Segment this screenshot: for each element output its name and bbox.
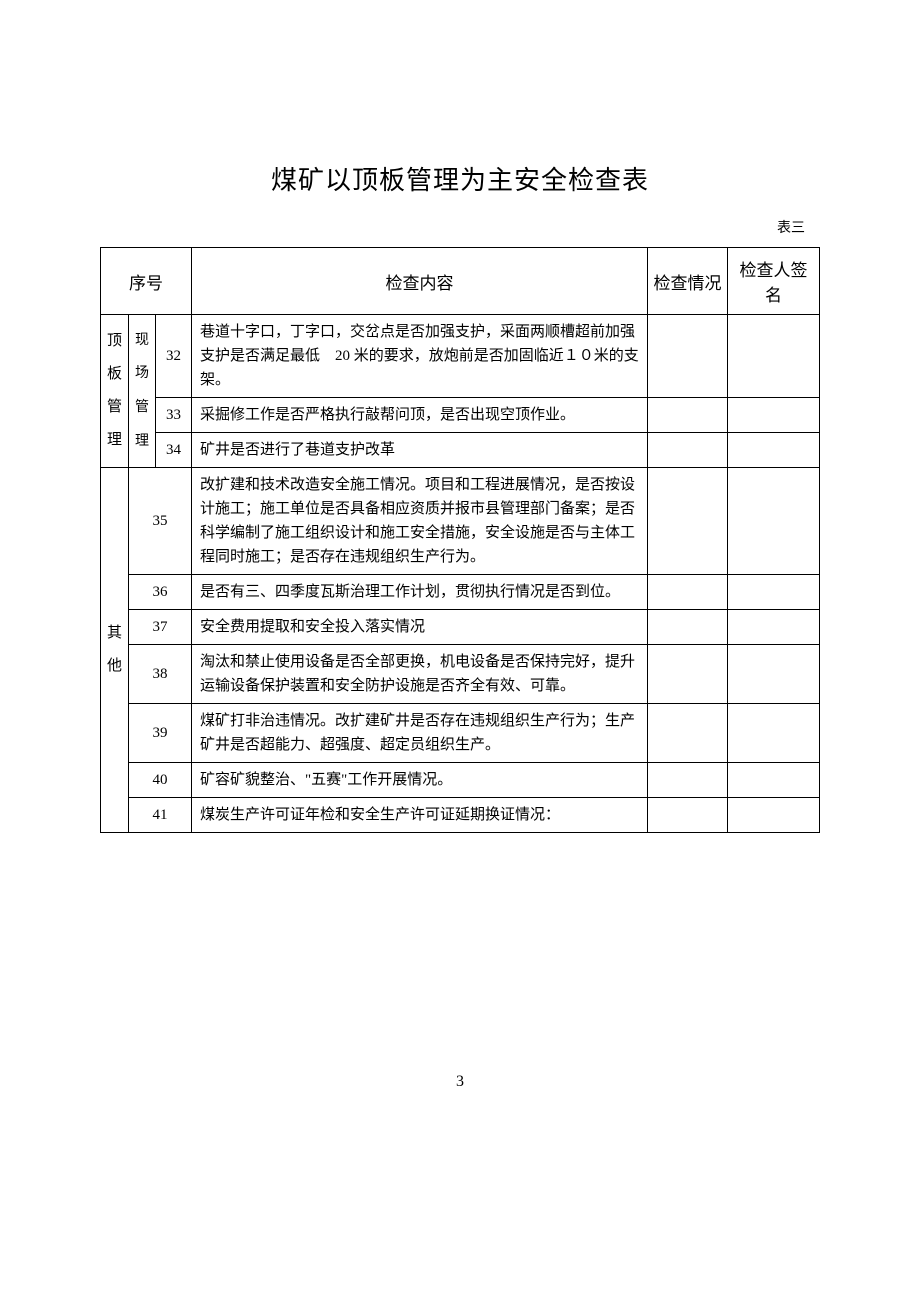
row-content: 煤矿打非治违情况。改扩建矿井是否存在违规组织生产行为；生产矿井是否超能力、超强度… — [192, 704, 648, 763]
row-content: 改扩建和技术改造安全施工情况。项目和工程进展情况，是否按设计施工；施工单位是否具… — [192, 468, 648, 575]
page-title: 煤矿以顶板管理为主安全检查表 — [100, 160, 820, 197]
status-cell — [648, 704, 728, 763]
sign-cell — [728, 704, 820, 763]
group-label-roof: 顶板管理 — [101, 315, 129, 468]
row-num: 38 — [129, 645, 192, 704]
header-seq: 序号 — [101, 248, 192, 315]
header-sign: 检查人签名 — [728, 248, 820, 315]
sign-cell — [728, 315, 820, 398]
sign-cell — [728, 610, 820, 645]
row-content: 是否有三、四季度瓦斯治理工作计划，贯彻执行情况是否到位。 — [192, 575, 648, 610]
sign-cell — [728, 798, 820, 833]
table-row: 41 煤炭生产许可证年检和安全生产许可证延期换证情况： — [101, 798, 820, 833]
row-num: 32 — [156, 315, 192, 398]
status-cell — [648, 610, 728, 645]
inspection-table: 序号 检查内容 检查情况 检查人签名 顶板管理 现场管理 32 巷道十字口，丁字… — [100, 247, 820, 833]
table-row: 34 矿井是否进行了巷道支护改革 — [101, 433, 820, 468]
status-cell — [648, 468, 728, 575]
sign-cell — [728, 575, 820, 610]
header-row: 序号 检查内容 检查情况 检查人签名 — [101, 248, 820, 315]
row-num: 39 — [129, 704, 192, 763]
table-row: 其他 35 改扩建和技术改造安全施工情况。项目和工程进展情况，是否按设计施工；施… — [101, 468, 820, 575]
sign-cell — [728, 763, 820, 798]
row-content: 淘汰和禁止使用设备是否全部更换，机电设备是否保持完好，提升运输设备保护装置和安全… — [192, 645, 648, 704]
table-row: 40 矿容矿貌整治、"五赛"工作开展情况。 — [101, 763, 820, 798]
row-content: 巷道十字口，丁字口，交岔点是否加强支护，采面两顺槽超前加强支护是否满足最低 20… — [192, 315, 648, 398]
row-num: 35 — [129, 468, 192, 575]
row-content: 煤炭生产许可证年检和安全生产许可证延期换证情况： — [192, 798, 648, 833]
row-content: 采掘修工作是否严格执行敲帮问顶，是否出现空顶作业。 — [192, 398, 648, 433]
header-content: 检查内容 — [192, 248, 648, 315]
status-cell — [648, 315, 728, 398]
status-cell — [648, 398, 728, 433]
row-num: 34 — [156, 433, 192, 468]
table-row: 顶板管理 现场管理 32 巷道十字口，丁字口，交岔点是否加强支护，采面两顺槽超前… — [101, 315, 820, 398]
sign-cell — [728, 468, 820, 575]
sign-cell — [728, 398, 820, 433]
group-label-other: 其他 — [101, 468, 129, 833]
sign-cell — [728, 645, 820, 704]
row-num: 40 — [129, 763, 192, 798]
table-row: 39 煤矿打非治违情况。改扩建矿井是否存在违规组织生产行为；生产矿井是否超能力、… — [101, 704, 820, 763]
page-number: 3 — [100, 1073, 820, 1091]
row-num: 37 — [129, 610, 192, 645]
row-content: 矿容矿貌整治、"五赛"工作开展情况。 — [192, 763, 648, 798]
table-row: 36 是否有三、四季度瓦斯治理工作计划，贯彻执行情况是否到位。 — [101, 575, 820, 610]
header-status: 检查情况 — [648, 248, 728, 315]
table-row: 38 淘汰和禁止使用设备是否全部更换，机电设备是否保持完好，提升运输设备保护装置… — [101, 645, 820, 704]
status-cell — [648, 645, 728, 704]
status-cell — [648, 763, 728, 798]
row-content: 安全费用提取和安全投入落实情况 — [192, 610, 648, 645]
row-num: 36 — [129, 575, 192, 610]
sign-cell — [728, 433, 820, 468]
table-row: 37 安全费用提取和安全投入落实情况 — [101, 610, 820, 645]
table-row: 33 采掘修工作是否严格执行敲帮问顶，是否出现空顶作业。 — [101, 398, 820, 433]
status-cell — [648, 433, 728, 468]
sub-label-site: 现场管理 — [129, 315, 156, 468]
row-num: 41 — [129, 798, 192, 833]
table-label: 表三 — [100, 217, 820, 237]
status-cell — [648, 798, 728, 833]
status-cell — [648, 575, 728, 610]
row-content: 矿井是否进行了巷道支护改革 — [192, 433, 648, 468]
row-num: 33 — [156, 398, 192, 433]
